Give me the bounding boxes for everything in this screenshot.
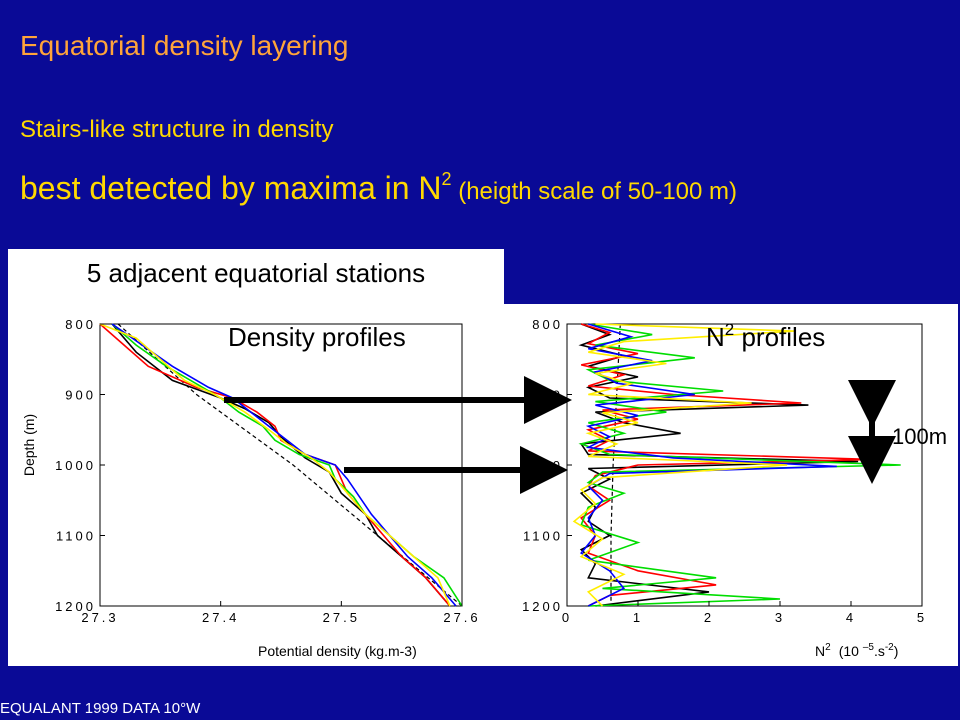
n2-x-tick-label: 5 (917, 610, 927, 625)
n2-chart-title: N2 profiles (706, 320, 825, 352)
line2-superscript: 2 (441, 169, 452, 189)
depth-axis-label: Depth (m) (21, 414, 37, 476)
n2-series-line-4 (580, 323, 837, 607)
n2-x-tick-label: 4 (846, 610, 856, 625)
n2-y-tick-label: 1200 (522, 599, 563, 614)
density-x-axis-label: Potential density (kg.m-3) (258, 643, 417, 659)
density-series-line-4 (111, 323, 457, 607)
density-series-line-2 (99, 323, 451, 607)
density-y-tick-label: 1000 (55, 458, 96, 473)
n2-series-line-5 (572, 323, 795, 607)
density-y-tick-label: 900 (65, 388, 96, 403)
density-x-tick-label: 27.5 (323, 610, 360, 625)
scale-bar-label: 100m (892, 424, 947, 449)
density-reference-line (117, 323, 463, 607)
slide-title: Equatorial density layering (20, 30, 349, 61)
n2-x-tick-label: 0 (562, 610, 572, 625)
density-x-tick-label: 27.4 (202, 610, 239, 625)
stations-title: 5 adjacent equatorial stations (86, 258, 426, 288)
density-y-tick-label: 800 (65, 317, 96, 332)
density-series-line-5 (99, 323, 451, 607)
density-series-line-1 (111, 323, 451, 607)
subtitle-line-1: Stairs-like structure in density (20, 116, 334, 143)
n2-y-tick-label: 800 (532, 317, 563, 332)
n2-series-group (572, 323, 901, 607)
n2-x-tick-label: 3 (775, 610, 785, 625)
density-y-tick-label: 1200 (55, 599, 96, 614)
density-y-tick-label: 1100 (56, 529, 96, 544)
n2-y-tick-label: 1100 (523, 529, 563, 544)
density-x-tick-label: 27.3 (81, 610, 118, 625)
n2-x-tick-label: 1 (633, 610, 643, 625)
stations-title-box (8, 249, 504, 309)
density-chart-title: Density profiles (228, 322, 406, 352)
subtitle-line-2: best detected by maxima in N2 (heigth sc… (20, 170, 737, 207)
density-x-tick-label: 27.6 (443, 610, 480, 625)
density-series-group (99, 323, 463, 607)
line2-main: best detected by maxima in N (20, 170, 442, 206)
footer-source: EQUALANT 1999 DATA 10°W (0, 700, 201, 717)
line2-parenthetical: (heigth scale of 50-100 m) (451, 178, 738, 205)
n2-x-axis-label: N2 (10 –5.s-2) (815, 642, 898, 659)
n2-x-tick-label: 2 (704, 610, 714, 625)
